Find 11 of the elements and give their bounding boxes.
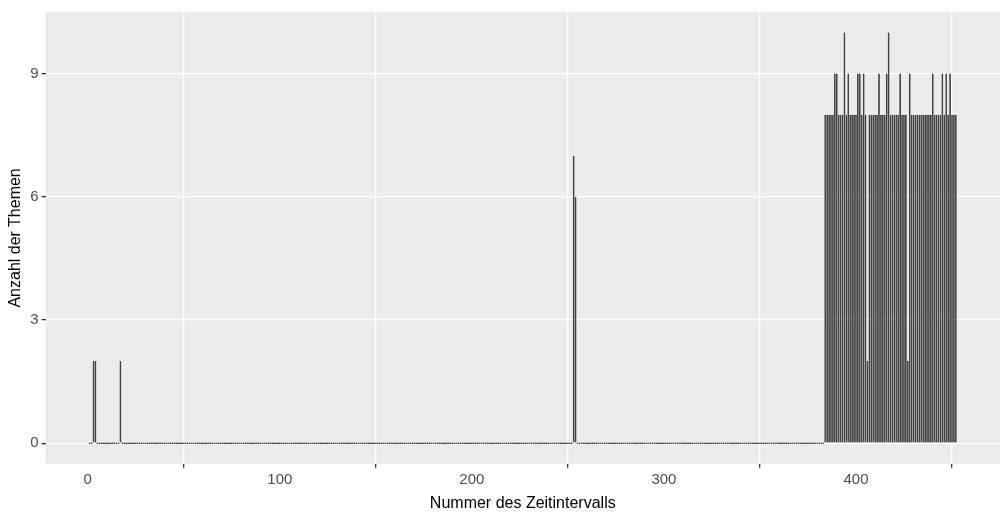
y-tick-label: 3 xyxy=(30,310,39,328)
x-tick-label: 300 xyxy=(651,469,677,487)
y-tick-label: 9 xyxy=(30,63,39,81)
x-tick-label: 400 xyxy=(843,469,869,487)
x-tick-label: 100 xyxy=(267,469,293,487)
x-tick-label: 200 xyxy=(459,469,485,487)
x-axis-title: Nummer des Zeitintervalls xyxy=(429,493,616,511)
y-tick-label: 6 xyxy=(30,186,39,204)
y-axis-title: Anzahl der Themen xyxy=(6,168,24,308)
y-tick-label: 0 xyxy=(30,433,39,451)
x-tick-label: 0 xyxy=(83,469,92,487)
